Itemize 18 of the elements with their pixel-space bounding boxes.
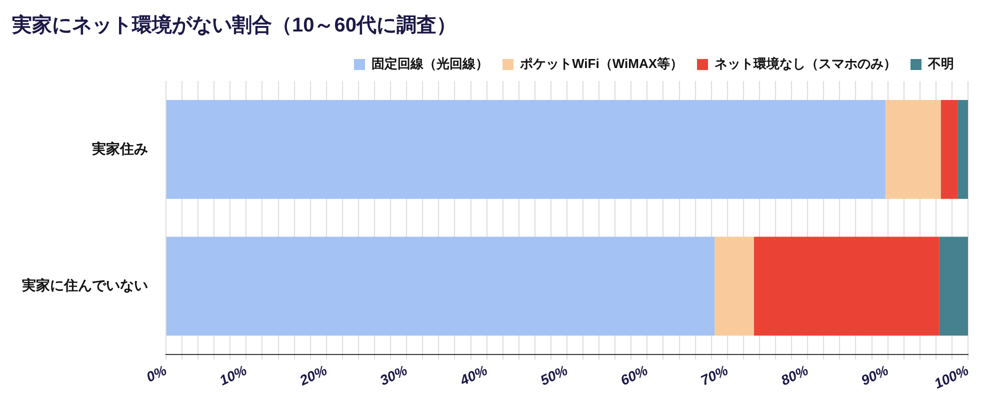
y-tick-label: 実家に住んでいない [22, 277, 148, 294]
chart-title: 実家にネット環境がない割合（10～60代に調査） [11, 14, 456, 37]
legend-label: 固定回線（光回線） [372, 56, 489, 72]
x-tick-label: 50% [538, 362, 570, 388]
legend-label: ポケットWiFi（WiMAX等） [519, 56, 684, 72]
x-tick-label: 30% [377, 362, 410, 388]
x-tick-label: 0% [144, 362, 170, 386]
y-tick-label: 実家住み [92, 140, 148, 156]
x-tick-label: 100% [932, 362, 972, 392]
x-tick-label: 80% [778, 362, 811, 388]
x-tick-label: 90% [858, 362, 892, 388]
x-tick-label: 20% [296, 362, 330, 389]
x-tick-label: 70% [698, 362, 731, 388]
x-tick-label: 60% [618, 362, 651, 388]
legend-label: ネット環境なし（スマホのみ） [714, 56, 896, 72]
legend-label: 不明 [927, 56, 954, 72]
x-tick-label: 40% [456, 362, 490, 389]
x-tick-label: 10% [216, 362, 250, 388]
